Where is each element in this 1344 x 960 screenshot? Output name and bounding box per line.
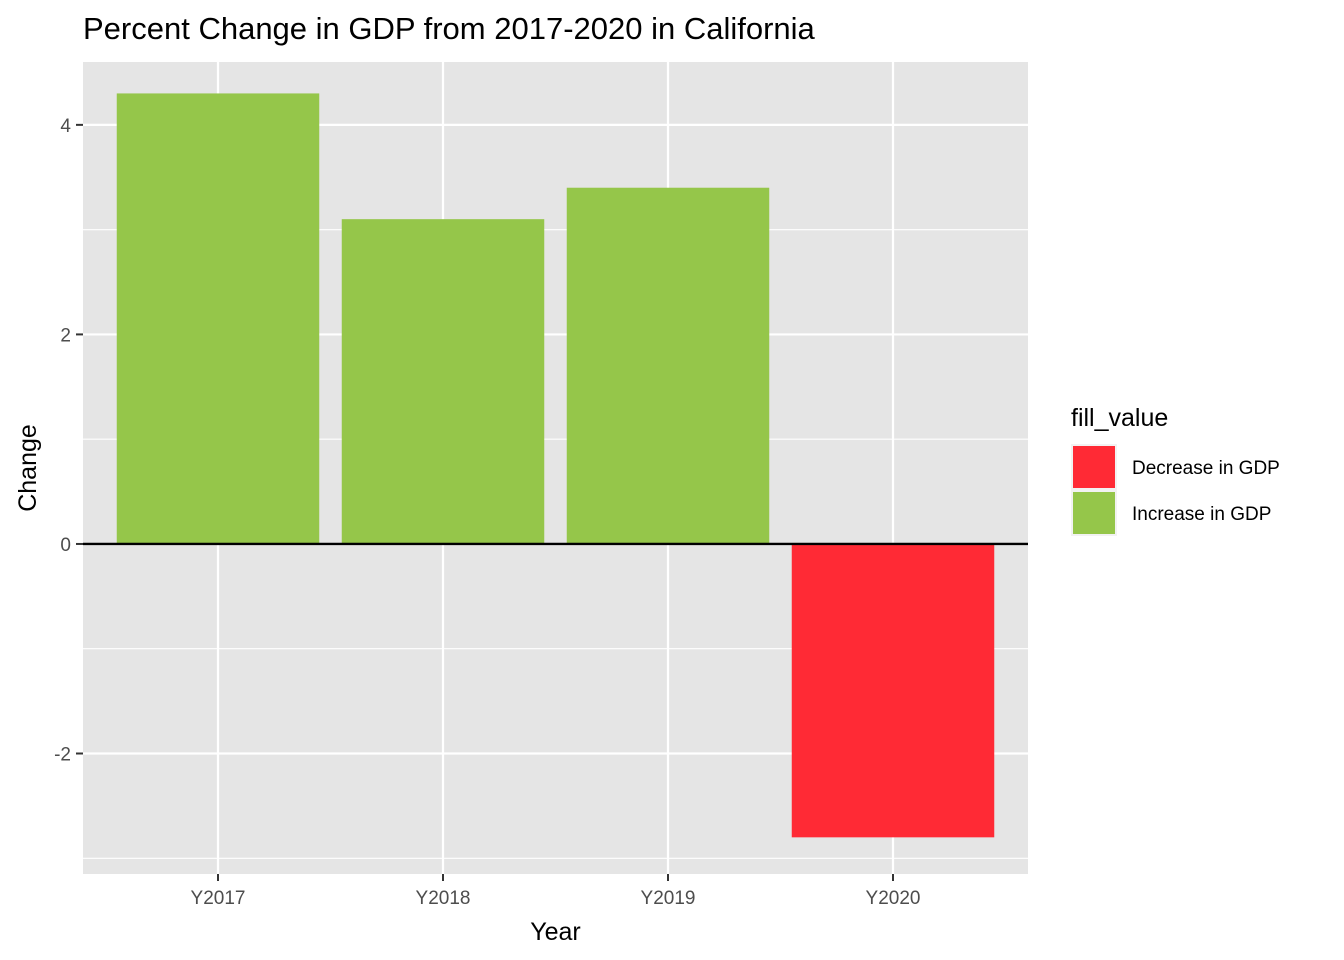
legend-swatch-0 xyxy=(1073,446,1115,488)
chart-title: Percent Change in GDP from 2017-2020 in … xyxy=(83,11,816,46)
legend: fill_value Decrease in GDP Increase in GD… xyxy=(1071,404,1280,536)
x-tick-label-3: Y2020 xyxy=(866,888,921,909)
y-axis-title: Change xyxy=(14,424,42,512)
bars xyxy=(116,93,995,838)
x-axis-title: Year xyxy=(530,918,581,946)
y-axis-ticks: -2 0 2 4 xyxy=(54,116,83,766)
legend-title: fill_value xyxy=(1071,404,1168,432)
y-tick-label-1: 0 xyxy=(60,535,71,556)
y-tick-label-3: 4 xyxy=(60,116,71,137)
legend-label-0: Decrease in GDP xyxy=(1132,458,1280,479)
x-tick-label-1: Y2018 xyxy=(416,888,471,909)
y-tick-label-2: 2 xyxy=(60,325,71,346)
bar-y2019 xyxy=(566,187,770,544)
legend-entries: Decrease in GDP Increase in GDP xyxy=(1071,444,1280,536)
x-tick-label-0: Y2017 xyxy=(191,888,246,909)
x-tick-label-2: Y2019 xyxy=(641,888,696,909)
bar-y2018 xyxy=(341,219,545,544)
legend-label-1: Increase in GDP xyxy=(1132,504,1271,525)
bar-y2020 xyxy=(791,543,995,838)
bar-y2017 xyxy=(116,93,320,544)
x-axis-ticks: Y2017 Y2018 Y2019 Y2020 xyxy=(191,874,921,909)
legend-swatch-1 xyxy=(1073,492,1115,534)
y-tick-label-0: -2 xyxy=(54,745,71,766)
